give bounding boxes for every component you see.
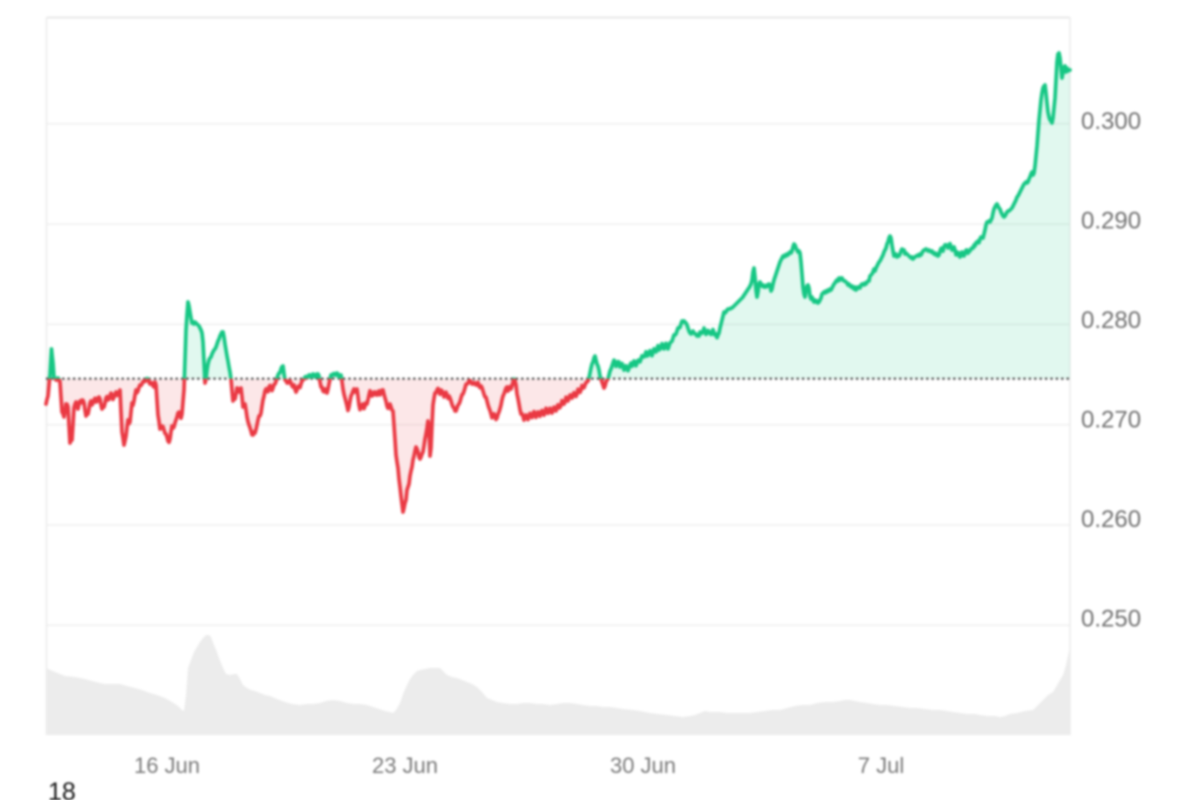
- svg-text:0.250: 0.250: [1081, 606, 1141, 633]
- svg-text:0.290: 0.290: [1081, 208, 1141, 235]
- svg-text:16 Jun: 16 Jun: [134, 753, 200, 778]
- svg-text:18: 18: [48, 778, 76, 800]
- svg-text:0.300: 0.300: [1081, 108, 1141, 135]
- svg-text:0.280: 0.280: [1081, 307, 1141, 334]
- svg-text:23 Jun: 23 Jun: [372, 753, 438, 778]
- svg-text:30 Jun: 30 Jun: [610, 753, 676, 778]
- svg-text:0.260: 0.260: [1081, 506, 1141, 533]
- svg-text:0.270: 0.270: [1081, 407, 1141, 434]
- svg-text:7 Jul: 7 Jul: [858, 753, 904, 778]
